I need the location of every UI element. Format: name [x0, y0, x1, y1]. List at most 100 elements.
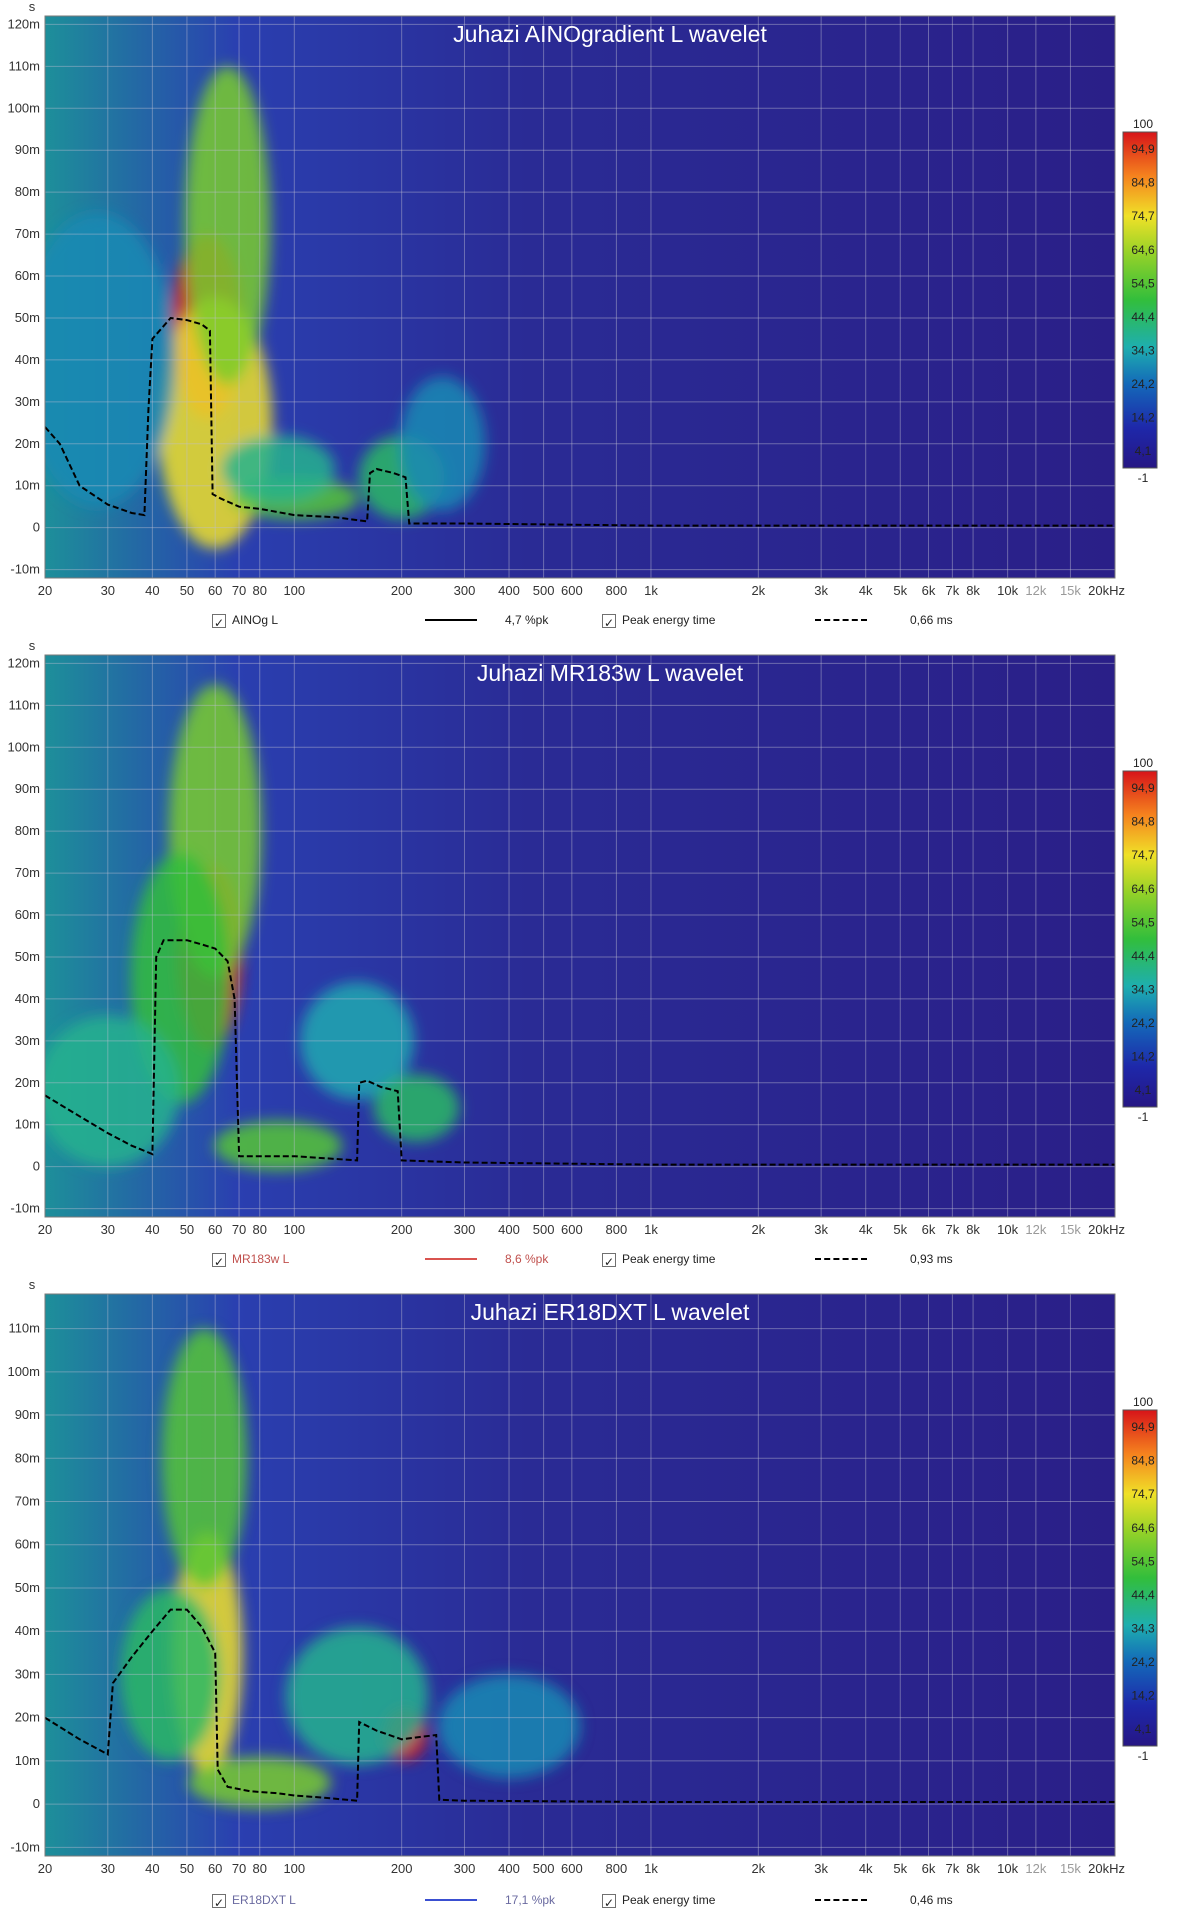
x-tick-label: 10k: [997, 583, 1018, 598]
y-tick-label: 110m: [8, 697, 40, 712]
x-tick-label: 2k: [751, 583, 765, 598]
y-tick-label: 30m: [15, 394, 40, 409]
y-tick-label: 20m: [15, 1710, 40, 1725]
trace-line-swatch: [425, 1258, 477, 1260]
y-tick-label: 100m: [7, 1364, 40, 1379]
x-tick-label: 70: [232, 583, 246, 598]
colorbar-label: -1: [1138, 1110, 1149, 1124]
peak-line-swatch: [815, 619, 867, 621]
checkbox-icon[interactable]: [212, 1251, 226, 1273]
y-tick-label: 80m: [15, 1450, 40, 1465]
colorbar-label: 24,2: [1131, 1016, 1155, 1030]
trace-toggle-er18dxt[interactable]: ER18DXT L: [212, 1889, 296, 1914]
trace-label: MR183w L: [232, 1252, 290, 1266]
y-tick-label: 120m: [7, 16, 40, 31]
x-tick-label: 7k: [946, 583, 960, 598]
colorbar-label: 64,6: [1131, 243, 1155, 257]
x-tick-label: 800: [606, 583, 628, 598]
x-tick-label: 8k: [966, 1861, 980, 1876]
colorbar-label: -1: [1138, 471, 1149, 485]
peak-energy-toggle[interactable]: Peak energy time: [602, 1248, 715, 1273]
energy-hotspot: [161, 1328, 248, 1588]
y-tick-label: 80m: [15, 823, 40, 838]
colorbar-label: 94,9: [1131, 781, 1155, 795]
x-tick-label: 1k: [644, 583, 658, 598]
x-tick-label: 6k: [922, 1222, 936, 1237]
energy-hotspot: [184, 66, 271, 386]
colorbar-label: 100: [1133, 1395, 1153, 1409]
peak-energy-time-line: [45, 1608, 1115, 1803]
x-tick-label: 100: [283, 583, 305, 598]
colorbar-label: 74,7: [1131, 209, 1155, 223]
wavelet-panel-er18dxt: Juhazi ER18DXT L wavelet s 110m 100m 90m 80m 7…: [0, 1278, 1200, 1917]
y-tick-label: 90m: [15, 781, 40, 796]
y-tick-label: 90m: [15, 1407, 40, 1422]
colorbar-label: 94,9: [1131, 142, 1155, 156]
colorbar-label: 64,6: [1131, 882, 1155, 896]
x-tick-label: 400: [498, 1861, 520, 1876]
checkbox-icon[interactable]: [602, 1892, 616, 1914]
x-tick-label: 5k: [893, 583, 907, 598]
x-tick-label: 200: [391, 583, 413, 598]
colorbar-label: 24,2: [1131, 1655, 1155, 1669]
y-tick-label: -10m: [10, 1839, 40, 1854]
y-tick-label: 50m: [15, 949, 40, 964]
x-tick-label: 12k: [1025, 1222, 1046, 1237]
energy-hotspot: [373, 1074, 460, 1142]
y-tick-label: 100m: [7, 100, 40, 115]
checkbox-icon[interactable]: [602, 612, 616, 634]
chart-title: Juhazi AINOgradient L wavelet: [453, 21, 767, 47]
y-tick-label: 100m: [7, 739, 40, 754]
trace-value: 4,7 %pk: [505, 613, 549, 627]
checkbox-icon[interactable]: [212, 612, 226, 634]
x-tick-label: 70: [232, 1861, 246, 1876]
y-tick-label: 50m: [15, 1580, 40, 1595]
x-tick-label: 800: [606, 1861, 628, 1876]
energy-hotspot: [220, 435, 336, 503]
legend-row-mr183w: MR183w L 8,6 %pk Peak energy time 0,93 m…: [0, 1248, 1200, 1273]
x-tick-label: 1k: [644, 1861, 658, 1876]
colorbar: [1122, 1409, 1158, 1747]
colorbar-label: 44,4: [1131, 1588, 1155, 1602]
peak-energy-toggle[interactable]: Peak energy time: [602, 609, 715, 634]
peak-energy-toggle[interactable]: Peak energy time: [602, 1889, 716, 1914]
y-tick-label: 40m: [15, 1623, 40, 1638]
x-tick-label: 600: [561, 1861, 583, 1876]
x-tick-label: 800: [606, 1222, 628, 1237]
plot-frame: [44, 15, 1116, 579]
x-tick-label: 80: [253, 583, 267, 598]
x-tick-label: 500: [533, 1222, 555, 1237]
energy-heatmap: [120, 1328, 581, 1809]
x-tick-label: 400: [498, 1222, 520, 1237]
x-tick-label: 50: [180, 1222, 194, 1237]
energy-hotspot: [285, 1626, 429, 1766]
checkbox-icon[interactable]: [212, 1892, 226, 1914]
x-tick-label: 15k: [1060, 583, 1081, 598]
x-tick-label: 400: [498, 583, 520, 598]
wavelet-panel-aino: Juhazi AINOgradient L wavelet s 120m 110m 10…: [0, 0, 1200, 639]
legend-row-er18dxt: ER18DXT L 17,1 %pk Peak energy time 0,46…: [0, 1889, 1200, 1914]
y-tick-label: 50m: [15, 310, 40, 325]
wavelet-chart-aino: Juhazi AINOgradient L wavelet s 120m 110m 10…: [7, 0, 1158, 598]
checkbox-icon[interactable]: [602, 1251, 616, 1273]
x-tick-label: 60: [208, 583, 222, 598]
colorbar: [1122, 770, 1158, 1108]
energy-hotspot: [45, 1015, 180, 1167]
peak-energy-label: Peak energy time: [622, 1893, 716, 1907]
x-tick-label: 3k: [814, 1861, 828, 1876]
x-tick-label: 500: [533, 583, 555, 598]
x-tick-label: 2k: [751, 1861, 765, 1876]
trace-value: 17,1 %pk: [505, 1893, 556, 1907]
x-tick-label: 4k: [859, 1222, 873, 1237]
y-tick-label: 70m: [15, 1494, 40, 1509]
colorbar-label: 74,7: [1131, 848, 1155, 862]
trace-toggle-aino[interactable]: AINOg L: [212, 609, 278, 634]
trace-toggle-mr183w[interactable]: MR183w L: [212, 1248, 290, 1273]
x-tick-label: 50: [180, 1861, 194, 1876]
y-tick-label: 0: [33, 1159, 40, 1174]
colorbar-label: 34,3: [1131, 1622, 1155, 1636]
x-tick-label: 5k: [893, 1861, 907, 1876]
x-tick-label: 8k: [966, 583, 980, 598]
y-tick-label: 110m: [8, 58, 40, 73]
x-tick-label: 12k: [1025, 1861, 1046, 1876]
